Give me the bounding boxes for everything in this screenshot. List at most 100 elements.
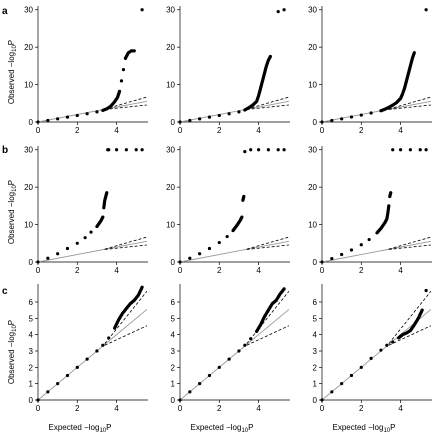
data-point (359, 113, 363, 117)
confidence-lower (246, 325, 290, 346)
data-point (268, 54, 272, 59)
confidence-upper (388, 236, 432, 250)
y-tick-label: 5 (29, 314, 34, 323)
data-point (227, 112, 231, 116)
y-tick-label: 30 (24, 146, 33, 155)
data-point (330, 118, 334, 123)
panel-label-c: c (2, 286, 8, 297)
reference-line (321, 100, 431, 123)
y-axis-label-row-c: Observed −log10P (7, 320, 18, 384)
x-tick-label: 2 (359, 404, 364, 413)
y-tick-label: 10 (24, 81, 33, 90)
data-point (198, 117, 202, 121)
y-axis-label-row-b: Observed −log10P (7, 180, 18, 244)
x-axis-label-col-3: Expected −log10P (333, 423, 396, 434)
data-point (349, 373, 354, 378)
confidence-lower (104, 244, 147, 250)
data-point (249, 337, 253, 341)
y-tick-label: 30 (166, 146, 175, 155)
confidence-lower (388, 104, 431, 110)
data-point (188, 390, 192, 394)
data-point (95, 110, 99, 114)
data-point (282, 148, 286, 152)
reference-line (37, 240, 147, 263)
data-point (101, 343, 105, 347)
data-point (217, 365, 221, 369)
data-point (83, 236, 87, 240)
x-tick-label: 0 (320, 404, 325, 413)
y-tick-label: 1 (313, 380, 318, 389)
data-point (217, 113, 221, 118)
y-tick-label: 2 (171, 363, 176, 372)
confidence-upper (246, 291, 290, 344)
x-tick-label: 2 (217, 126, 222, 135)
plot-panel-c-1: 0 2 4 0 1 2 3 4 5 6 (29, 284, 148, 413)
x-tick-label: 4 (256, 404, 261, 413)
y-tick-label: 20 (308, 183, 317, 192)
data-point (391, 148, 395, 152)
data-point (424, 148, 428, 152)
x-tick-label: 2 (75, 404, 80, 413)
y-tick-label: 10 (24, 221, 33, 230)
data-point (95, 349, 99, 353)
data-point (408, 148, 412, 152)
data-point (420, 308, 424, 312)
data-point (117, 89, 122, 93)
data-point (140, 285, 144, 289)
data-point (349, 115, 354, 119)
y-tick-label: 1 (29, 380, 34, 389)
data-point (418, 148, 422, 152)
y-axis-label-row-a: Observed −log10P (7, 40, 18, 104)
y-tick-label: 6 (313, 298, 318, 307)
x-tick-label: 4 (398, 266, 403, 275)
reference-line (179, 240, 289, 263)
data-point (36, 260, 40, 264)
x-axis-label-col-2: Expected −log10P (191, 423, 254, 434)
data-point (243, 343, 247, 347)
data-point (367, 237, 371, 242)
y-tick-label: 1 (171, 380, 176, 389)
x-tick-label: 0 (320, 266, 325, 275)
data-point (75, 365, 79, 369)
confidence-upper (246, 96, 290, 110)
data-point (227, 357, 231, 361)
plot-panel-b-2: 0 2 4 0 10 20 30 (166, 146, 290, 275)
x-tick-label: 0 (320, 126, 325, 135)
data-point (36, 398, 40, 402)
x-tick-label: 0 (178, 404, 183, 413)
reference-line (179, 100, 289, 123)
data-point (65, 373, 70, 378)
data-point (198, 252, 202, 256)
data-point (340, 252, 344, 257)
data-point (85, 112, 89, 116)
confidence-lower (104, 325, 148, 346)
x-tick-label: 4 (256, 126, 261, 135)
plot-panel-c-3: 0 2 4 0 1 2 3 4 5 6 (313, 284, 432, 413)
x-tick-label: 4 (114, 126, 119, 135)
data-point (65, 246, 70, 251)
y-tick-label: 0 (171, 258, 176, 267)
y-tick-label: 0 (313, 258, 318, 267)
y-tick-label: 3 (29, 347, 34, 356)
panel-label-b: b (2, 145, 8, 156)
data-point (75, 241, 79, 245)
data-point (46, 256, 50, 260)
data-point (114, 148, 119, 152)
data-point (89, 230, 93, 234)
confidence-lower (104, 104, 147, 110)
confidence-upper (388, 291, 432, 344)
y-tick-label: 5 (313, 314, 318, 323)
plot-panel-a-2: 0 2 4 0 10 20 30 (166, 6, 290, 135)
data-point (36, 120, 40, 124)
data-point (107, 336, 111, 340)
plot-panel-b-3: 0 2 4 0 10 20 30 (308, 146, 432, 275)
data-point (207, 115, 212, 119)
data-point (249, 148, 253, 152)
y-tick-label: 4 (313, 331, 318, 340)
y-tick-label: 20 (24, 183, 33, 192)
confidence-upper (388, 96, 432, 110)
x-tick-label: 4 (114, 266, 119, 275)
data-point (188, 118, 192, 123)
y-tick-label: 4 (29, 331, 34, 340)
plot-panel-c-2: 0 2 4 0 1 2 3 4 5 6 (171, 284, 290, 413)
